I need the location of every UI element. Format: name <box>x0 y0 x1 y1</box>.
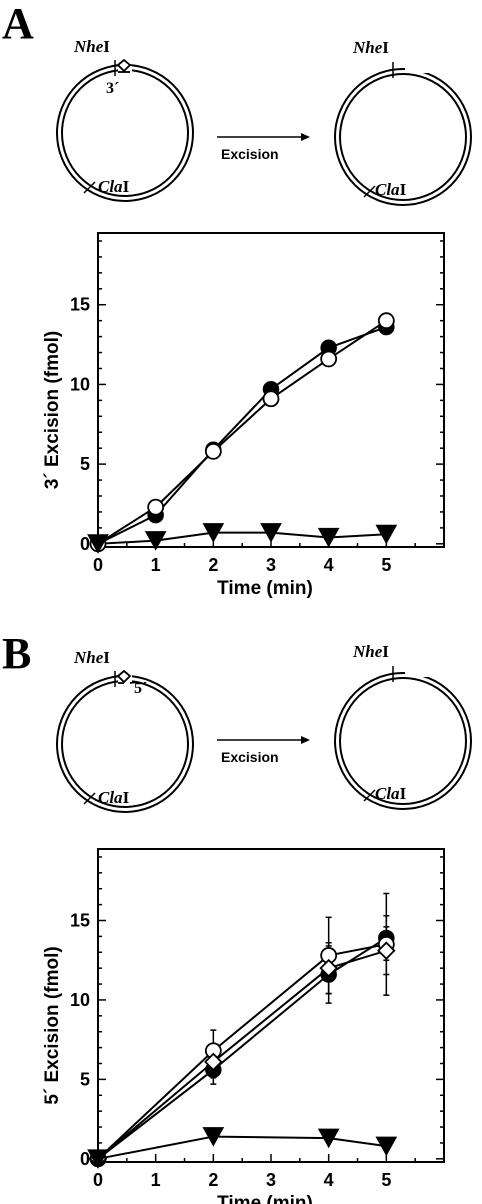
panel-a: A NheI 3´ ClaI Excision <box>2 0 472 599</box>
x-tick-label-a: 3 <box>266 555 276 575</box>
data-point-a-1 <box>262 390 280 408</box>
x-tick-label-b: 3 <box>266 1170 276 1190</box>
y-tick-label-b: 10 <box>70 990 90 1010</box>
arrow-label-b: Excision <box>221 749 279 765</box>
x-axis-title-b: Time (min) <box>217 1193 313 1204</box>
data-point-b-3 <box>375 1136 398 1157</box>
site-label-clai-product-b: ClaI <box>375 784 407 803</box>
chart-a: 0 1 2 3 4 5 0 5 10 15 Time (min) 3´ Excision (fmol) <box>42 232 445 599</box>
data-point-a-2 <box>87 534 109 554</box>
series-line-a-1 <box>97 319 387 545</box>
x-tick-label-a: 1 <box>151 555 161 575</box>
data-point-b-2 <box>204 1052 223 1072</box>
series-line-a-2 <box>97 531 387 545</box>
panel-b: B NheI 5´ ClaI Excision NheI Cl <box>2 629 472 1204</box>
site-label-nhei-product-a: NheI <box>352 38 389 57</box>
site-label-clai-substrate-b: ClaI <box>98 788 130 807</box>
arrow-label-a: Excision <box>221 146 279 162</box>
x-tick-label-a: 2 <box>208 555 218 575</box>
data-point-b-2 <box>377 941 396 960</box>
data-point-a-2 <box>317 527 340 548</box>
x-tick-label-a: 0 <box>93 555 103 575</box>
site-label-clai-product-a: ClaI <box>375 180 407 199</box>
data-point-a-2 <box>202 523 225 543</box>
x-tick-label-b: 5 <box>381 1170 391 1190</box>
y-axis-title-a: 3´ Excision (fmol) <box>42 331 63 489</box>
x-tick-label-b: 2 <box>208 1170 218 1190</box>
y-tick-label-a: 5 <box>80 454 90 474</box>
y-tick-label-a: 15 <box>70 295 90 315</box>
data-point-a-2 <box>144 531 167 551</box>
site-label-clai-substrate-a: ClaI <box>98 177 130 196</box>
series-line-b-3 <box>97 1135 387 1160</box>
y-tick-label-a: 0 <box>80 534 90 554</box>
x-axis-title-a: Time (min) <box>217 578 313 599</box>
chart-b: 0 1 2 3 4 5 0 5 10 15 Time (min) 5´ Excision (fmol) <box>42 848 445 1204</box>
series-line-b-1 <box>97 943 387 1160</box>
y-tick-label-a: 10 <box>70 374 90 394</box>
data-point-a-1 <box>320 350 338 368</box>
plasmid-substrate-a <box>56 57 194 202</box>
data-point-a-2 <box>375 524 398 545</box>
y-tick-label-b: 0 <box>80 1149 90 1169</box>
data-point-a-1 <box>147 498 165 516</box>
data-point-b-2 <box>319 958 338 978</box>
panel-letter-b: B <box>2 629 31 678</box>
plasmid-substrate-b <box>56 668 194 813</box>
data-point-a-1 <box>377 312 395 330</box>
data-point-b-3 <box>202 1127 225 1147</box>
end-label-b: 5´ <box>134 680 147 697</box>
plasmid-product-a <box>334 62 472 206</box>
x-tick-label-b: 1 <box>151 1170 161 1190</box>
y-tick-label-b: 15 <box>70 910 90 930</box>
x-tick-label-b: 4 <box>324 1170 334 1190</box>
series-line-b-2 <box>97 949 387 1160</box>
y-axis-title-b: 5´ Excision (fmol) <box>42 946 63 1104</box>
series-line-a-0 <box>97 326 387 545</box>
site-label-nhei-substrate-a: NheI <box>73 37 110 56</box>
x-tick-label-b: 0 <box>93 1170 103 1190</box>
data-point-b-3 <box>87 1149 109 1169</box>
data-point-b-3 <box>317 1128 340 1149</box>
reaction-arrow-b <box>217 736 310 744</box>
series-line-b-0 <box>97 937 387 1160</box>
reaction-arrow-a <box>217 133 310 141</box>
y-tick-label-b: 5 <box>80 1069 90 1089</box>
data-point-a-2 <box>260 523 282 543</box>
panel-letter-a: A <box>2 0 34 48</box>
data-point-a-1 <box>204 442 222 460</box>
end-label-a: 3´ <box>106 80 119 97</box>
site-label-nhei-substrate-b: NheI <box>73 648 110 667</box>
plasmid-product-b <box>334 666 472 810</box>
x-tick-label-a: 4 <box>324 555 334 575</box>
site-label-nhei-product-b: NheI <box>352 642 389 661</box>
x-tick-label-a: 5 <box>381 555 391 575</box>
